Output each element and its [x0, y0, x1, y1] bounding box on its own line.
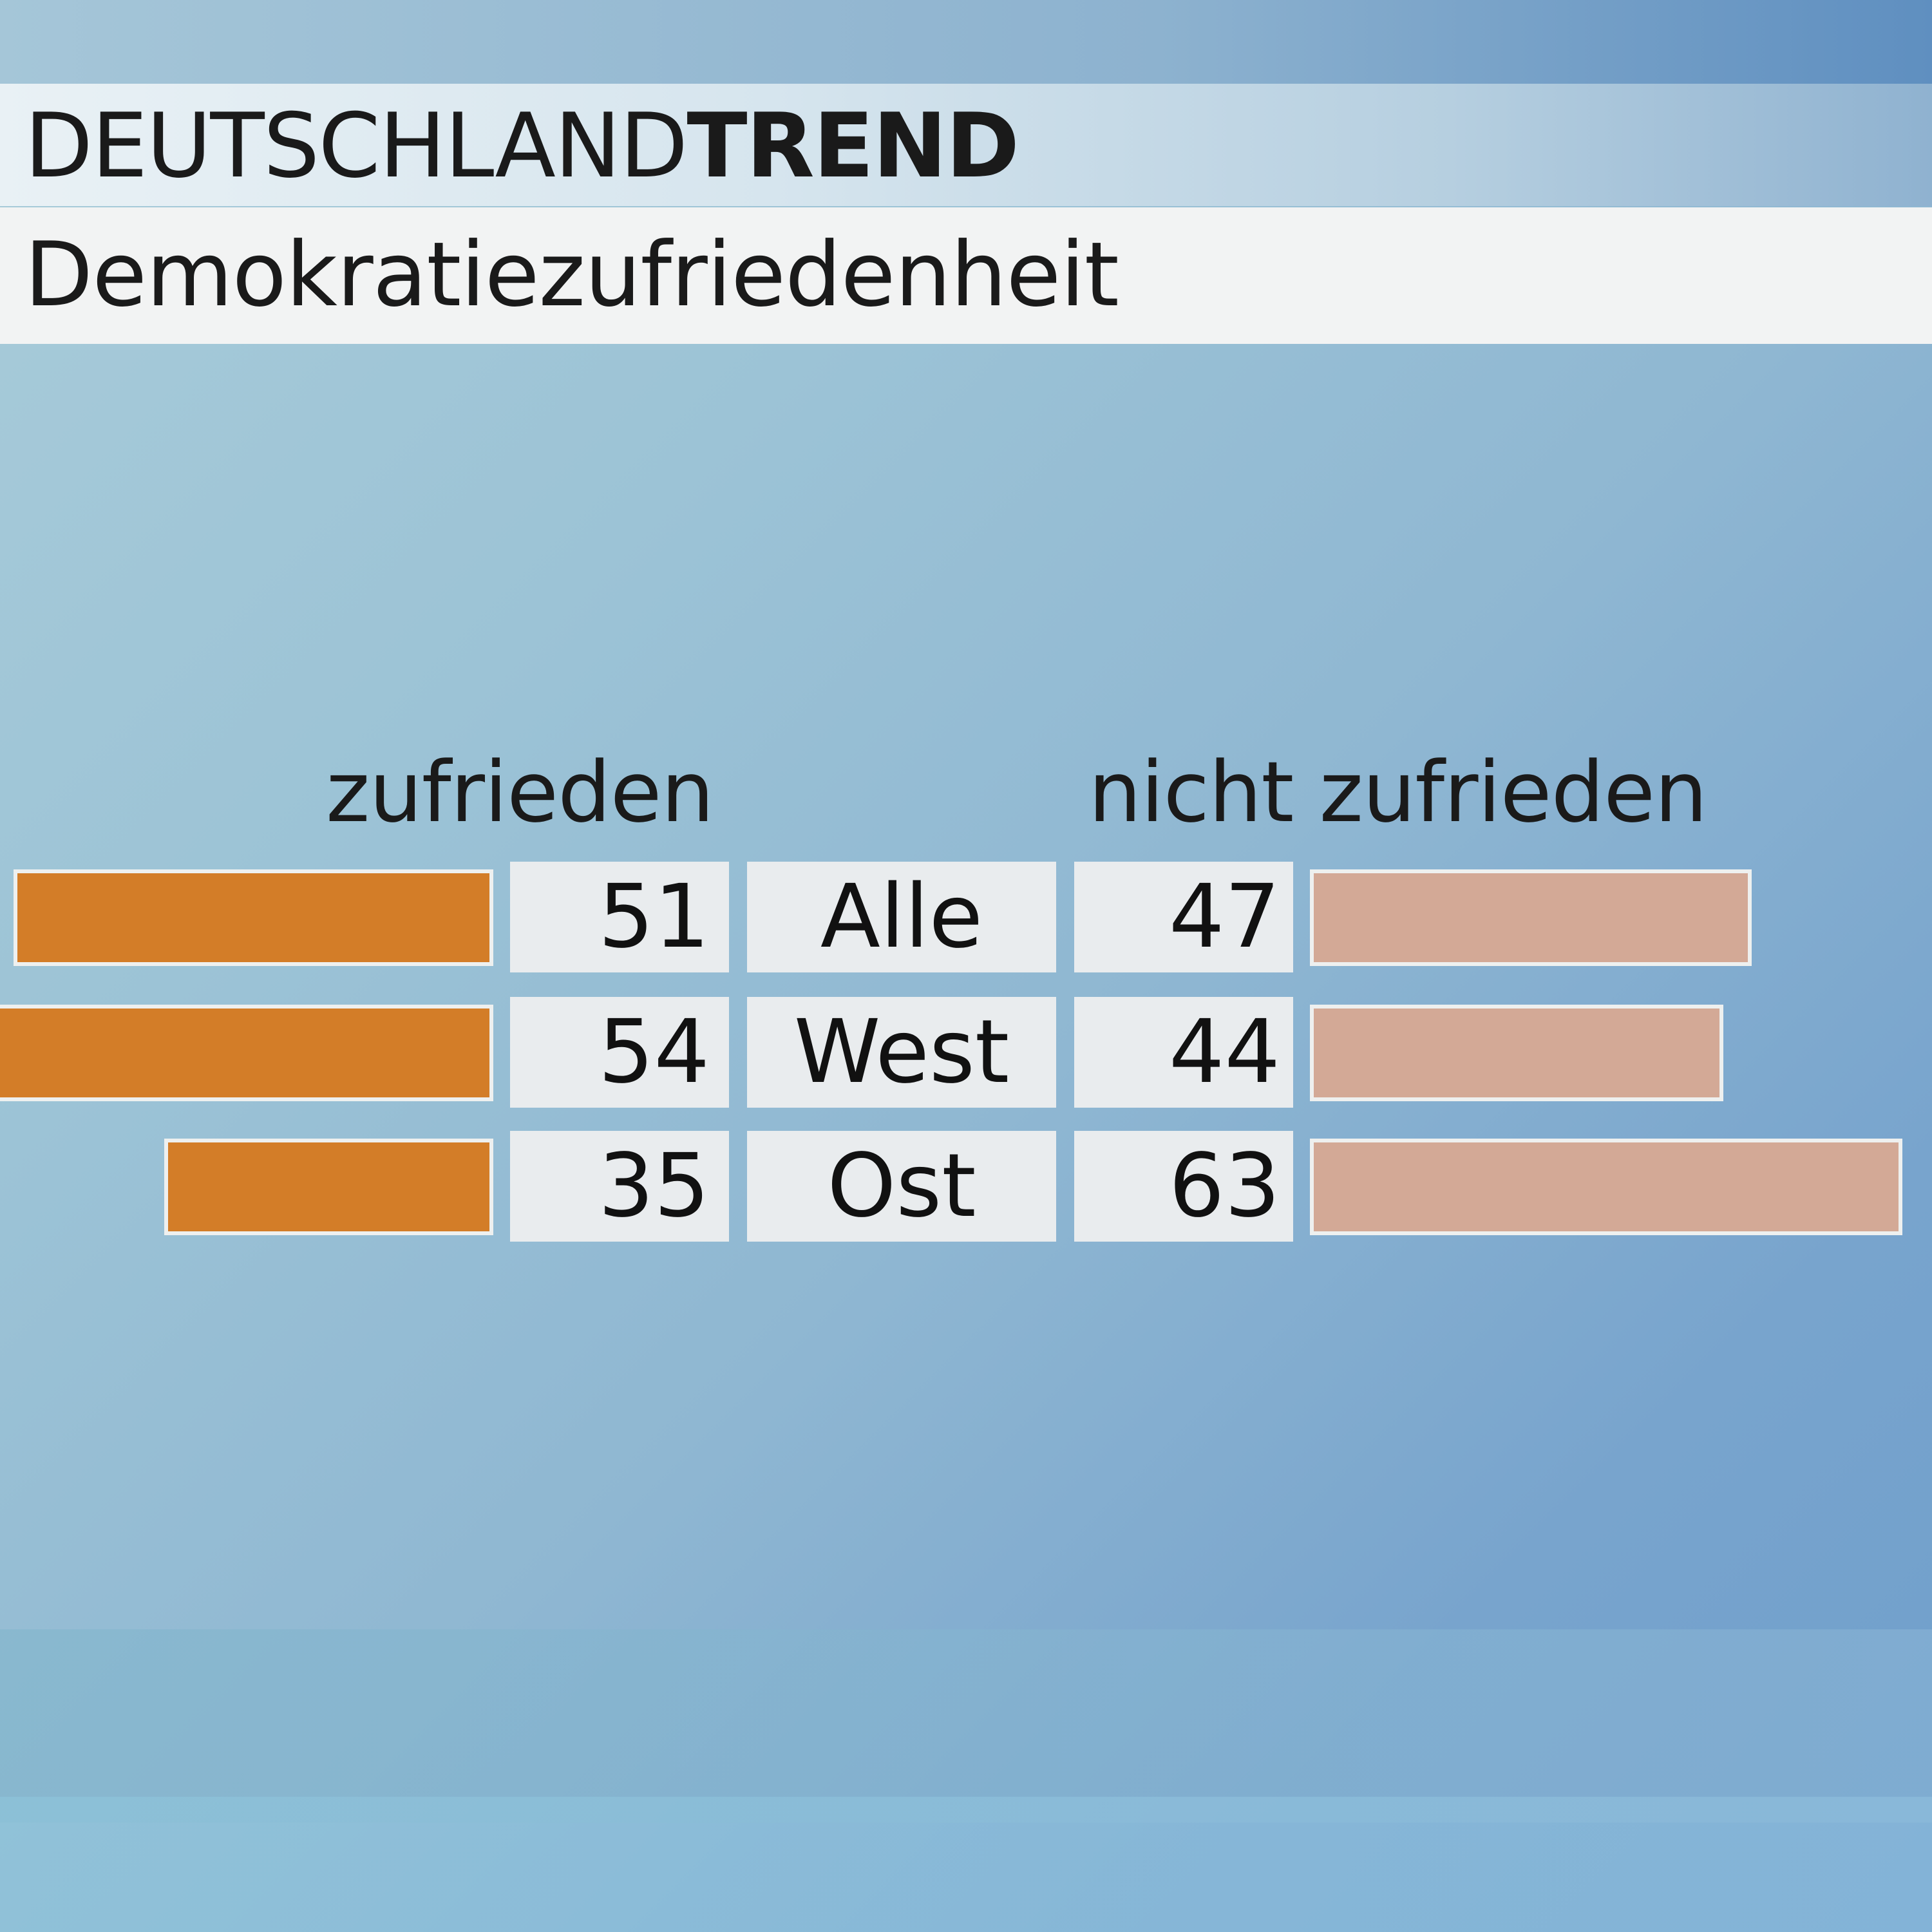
value-unsatisfied-west: 44 [1074, 997, 1293, 1108]
value-satisfied-west: 54 [510, 997, 729, 1108]
value-satisfied-ost: 35 [510, 1131, 729, 1242]
value-unsatisfied-alle: 47 [1074, 862, 1293, 972]
value-satisfied-alle: 51 [510, 862, 729, 972]
legend-unsatisfied: nicht zufrieden [1088, 743, 1708, 841]
bar-satisfied-alle [14, 869, 493, 966]
bar-unsatisfied-ost [1310, 1139, 1902, 1235]
category-label-ost: Ost [747, 1131, 1056, 1242]
bar-unsatisfied-west [1310, 1005, 1724, 1101]
bar-satisfied-west [0, 1005, 493, 1101]
bar-unsatisfied-alle [1310, 869, 1752, 966]
category-label-alle: Alle [747, 862, 1056, 972]
brand-light: DEUTSCHLAND [24, 94, 688, 198]
brand-logo: DEUTSCHLANDTREND [24, 98, 1019, 194]
title-bar [0, 207, 1932, 344]
brand-bold: TREND [687, 94, 1019, 198]
value-unsatisfied-ost: 63 [1074, 1131, 1293, 1242]
bar-satisfied-ost [164, 1139, 493, 1235]
top-band [0, 0, 1932, 84]
category-label-west: West [747, 997, 1056, 1108]
chart-title: Demokratiezufriedenheit [24, 223, 1119, 327]
legend-satisfied: zufrieden [326, 743, 714, 841]
bottom-band-lower [0, 1797, 1932, 1932]
header-bar [0, 84, 1932, 206]
bottom-band [0, 1629, 1932, 1823]
